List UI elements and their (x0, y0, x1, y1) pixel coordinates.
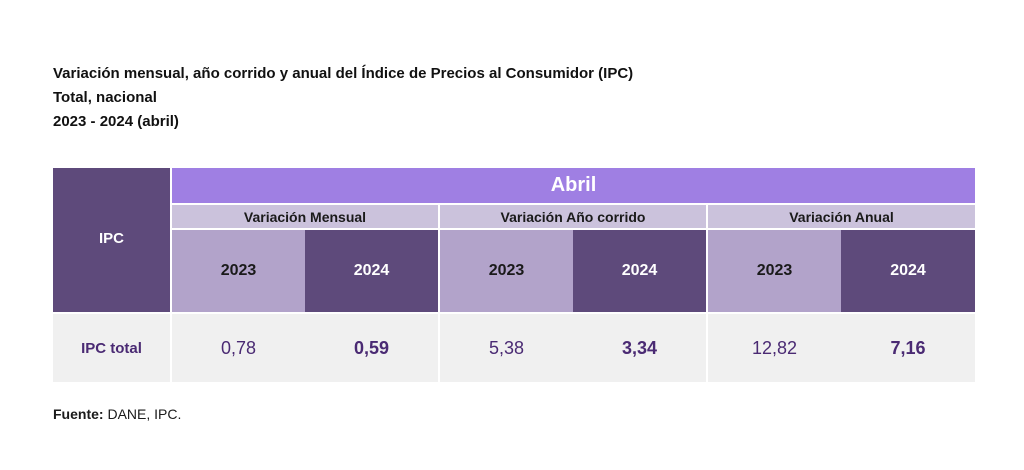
title-line-2: Total, nacional (53, 89, 157, 106)
year-header: 2023 (172, 230, 305, 312)
year-header: 2024 (841, 230, 975, 312)
source-text: DANE, IPC. (107, 406, 182, 422)
table-cell: 0,59 (305, 314, 438, 382)
table-cell: 12,82 (708, 314, 841, 382)
table-cell: 0,78 (172, 314, 305, 382)
source-note: Fuente: DANE, IPC. (53, 406, 181, 422)
title-line-1: Variación mensual, año corrido y anual d… (53, 65, 634, 82)
year-header: 2024 (305, 230, 438, 312)
month-header: Abril (172, 168, 975, 203)
ipc-table: IPC Abril Variación Mensual Variación Añ… (53, 168, 975, 382)
year-header: 2023 (440, 230, 573, 312)
group-header-anual: Variación Anual (708, 205, 975, 228)
year-header: 2023 (708, 230, 841, 312)
row-header-ipc: IPC (53, 168, 170, 312)
source-label: Fuente: (53, 406, 104, 422)
title-line-3: 2023 - 2024 (abril) (53, 113, 179, 130)
table-cell: 7,16 (841, 314, 975, 382)
group-header-mensual: Variación Mensual (172, 205, 438, 228)
group-header-ano-corrido: Variación Año corrido (440, 205, 706, 228)
year-header: 2024 (573, 230, 706, 312)
row-label-ipc-total: IPC total (53, 314, 170, 382)
table-cell: 3,34 (573, 314, 706, 382)
table-cell: 5,38 (440, 314, 573, 382)
table-title: Variación mensual, año corrido y anual d… (53, 62, 633, 134)
